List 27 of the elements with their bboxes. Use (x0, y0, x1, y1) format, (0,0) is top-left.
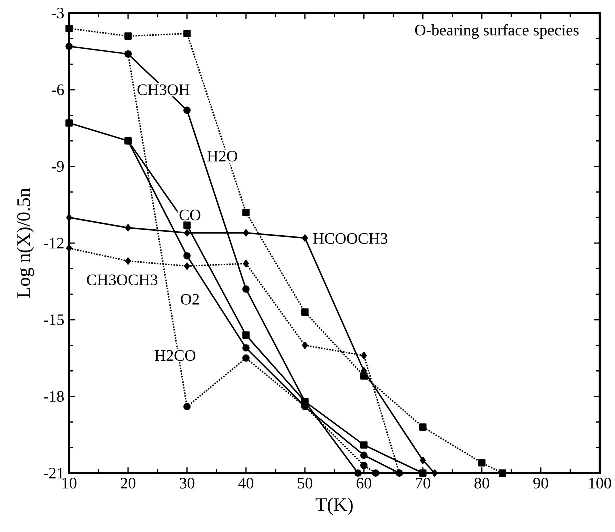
x-tick-label: 90 (534, 478, 548, 489)
x-tick-label: 50 (298, 478, 313, 489)
y-tick-label: -3 (52, 8, 64, 19)
x-tick-label: 80 (474, 478, 490, 489)
y-axis-title: Log n(X)/0.5n (16, 188, 34, 298)
y-tick-label: -6 (52, 84, 64, 96)
x-tick-label: 70 (416, 478, 430, 489)
y-tick-label: -9 (52, 161, 64, 172)
annotation: CO (180, 210, 201, 221)
annotation: HCOOCH3 (313, 233, 388, 244)
y-tick-label: -12 (44, 238, 64, 249)
annotation: H2CO (155, 350, 196, 362)
x-axis-title: T(K) (316, 498, 353, 516)
x-tick-label: 20 (121, 478, 136, 489)
annotation: CH3OH (138, 84, 190, 96)
y-tick-label: -21 (44, 468, 64, 479)
annotation: O2 (181, 294, 200, 305)
x-tick-label: 30 (180, 478, 195, 489)
x-tick-label: 100 (589, 478, 612, 489)
y-tick-label: -15 (44, 314, 64, 326)
x-tick-label: 40 (238, 478, 254, 489)
y-tick-label: -18 (44, 391, 64, 402)
x-tick-label: 10 (62, 478, 77, 489)
annotation: O-bearing surface species (415, 24, 579, 40)
x-tick-label: 60 (356, 478, 372, 489)
annotation: H2O (208, 151, 238, 162)
annotation: CH3OCH3 (87, 274, 158, 286)
